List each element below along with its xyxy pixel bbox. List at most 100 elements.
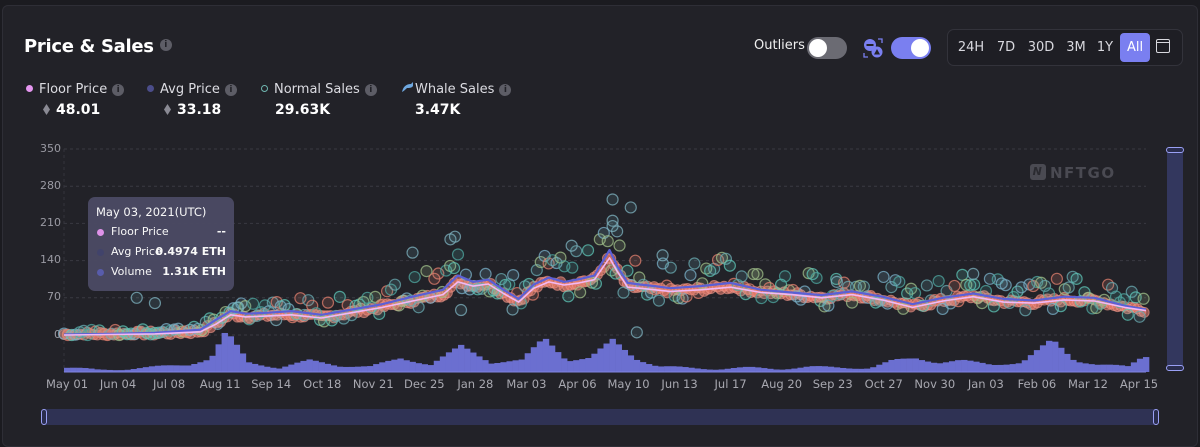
volume-bar (870, 367, 877, 372)
sale-point (818, 300, 831, 313)
volume-bar (118, 370, 125, 372)
volume-bar (882, 362, 889, 372)
volume-bar (76, 367, 83, 372)
volume-bar (500, 362, 507, 372)
sale-point (999, 279, 1012, 292)
volume-bar (706, 369, 713, 372)
volume-bar (1112, 364, 1120, 372)
volume-bar (997, 364, 1004, 372)
sale-point (581, 244, 595, 257)
volume-bar (615, 344, 622, 372)
volume-bar (724, 368, 732, 372)
info-icon[interactable]: i (159, 39, 172, 51)
volume-bar (833, 367, 841, 372)
info-icon[interactable]: i (499, 83, 512, 96)
range-3m-button[interactable]: 3M (1066, 40, 1086, 55)
info-icon[interactable]: i (224, 83, 237, 96)
x-tick-label: May 10 (607, 377, 650, 391)
vertical-zoom-slider[interactable] (1166, 147, 1184, 371)
eth-icon (43, 103, 50, 115)
volume-bar (160, 365, 168, 372)
volume-bar (451, 348, 459, 372)
sale-point (629, 254, 642, 267)
volume-bar (427, 365, 435, 372)
y-tick-label: 350 (40, 142, 61, 155)
range-30d-button[interactable]: 30D (1027, 40, 1055, 55)
whale-toggle[interactable] (891, 37, 931, 59)
volume-bar (233, 344, 241, 372)
sale-point (321, 296, 335, 309)
calendar-icon[interactable] (1156, 39, 1170, 53)
x-tick-label: Oct 27 (864, 377, 903, 391)
volume-bar (409, 361, 416, 372)
volume-bar (942, 362, 950, 372)
volume-bar (985, 364, 992, 372)
volume-bar (124, 369, 131, 372)
volume-bar (494, 363, 501, 372)
range-7d-button[interactable]: 7D (996, 40, 1016, 55)
page-title: Price & Sales i (24, 36, 172, 57)
volume-bar (900, 358, 907, 372)
sale-outlier-point (830, 275, 843, 288)
volume-bar (415, 363, 422, 372)
range-1y-button[interactable]: 1Y (1096, 40, 1114, 55)
volume-bar (839, 367, 847, 372)
info-icon[interactable]: i (112, 83, 125, 96)
sale-point (968, 278, 981, 291)
toggle-knob (809, 39, 827, 57)
volume-bar (470, 352, 477, 372)
avg-price-value: 33.18 (164, 102, 221, 118)
volume-bar (445, 352, 453, 372)
volume-bar (845, 368, 853, 372)
sale-point (920, 279, 933, 292)
volume-bar (191, 364, 198, 372)
volume-bar (1027, 355, 1035, 372)
x-tick-label: Jun 13 (661, 377, 698, 391)
nftgo-logo-icon: N (1030, 164, 1046, 180)
outliers-toggle[interactable] (807, 37, 847, 59)
sale-outlier-point (656, 249, 669, 262)
sale-outlier-point (148, 297, 162, 310)
volume-bar (367, 366, 374, 372)
x-tick-label: Jun 04 (99, 377, 137, 391)
legend-whale-sales[interactable]: Whale Sales i (401, 82, 512, 97)
x-tick-label: Sep 14 (251, 377, 292, 391)
slider-handle-right[interactable] (1153, 409, 1159, 425)
legend-floor-price[interactable]: Floor Price i (26, 82, 125, 97)
volume-bar (991, 364, 998, 372)
info-icon[interactable]: i (364, 83, 377, 96)
volume-bar (270, 367, 277, 372)
slider-handle-left[interactable] (41, 409, 47, 425)
volume-bar (373, 364, 380, 372)
legend-label: Floor Price (39, 82, 108, 97)
volume-bar (815, 366, 823, 372)
tooltip-row-avg: Avg Price 0.4974 ETH (96, 244, 226, 264)
volume-bar (694, 368, 701, 372)
volume-bar (979, 362, 986, 372)
legend-normal-sales[interactable]: Normal Sales i (261, 82, 377, 97)
legend-avg-price[interactable]: Avg Price i (147, 82, 237, 97)
y-tick-label: 280 (40, 179, 61, 192)
volume-bar (282, 366, 289, 372)
range-all-button[interactable]: All (1120, 33, 1150, 62)
sale-point (306, 299, 319, 312)
x-tick-label: Mar 03 (506, 377, 547, 391)
sale-point (845, 296, 859, 309)
volume-bar (148, 366, 156, 372)
volume-bar (245, 362, 253, 372)
volume-bar (567, 361, 574, 372)
value-text: 48.01 (56, 102, 101, 118)
sale-point (451, 248, 465, 261)
volume-bar (821, 366, 829, 372)
volume-bar (482, 360, 489, 372)
slider-handle-top[interactable] (1166, 147, 1184, 153)
time-range-selector: 24H 7D 30D 3M 1Y All (947, 29, 1183, 66)
sale-point (688, 257, 701, 270)
range-24h-button[interactable]: 24H (957, 40, 985, 55)
volume-bar (761, 368, 768, 372)
slider-handle-bottom[interactable] (1166, 365, 1184, 371)
x-tick-label: Oct 18 (303, 377, 342, 391)
horizontal-zoom-slider[interactable] (41, 409, 1159, 425)
volume-bar (524, 353, 532, 372)
